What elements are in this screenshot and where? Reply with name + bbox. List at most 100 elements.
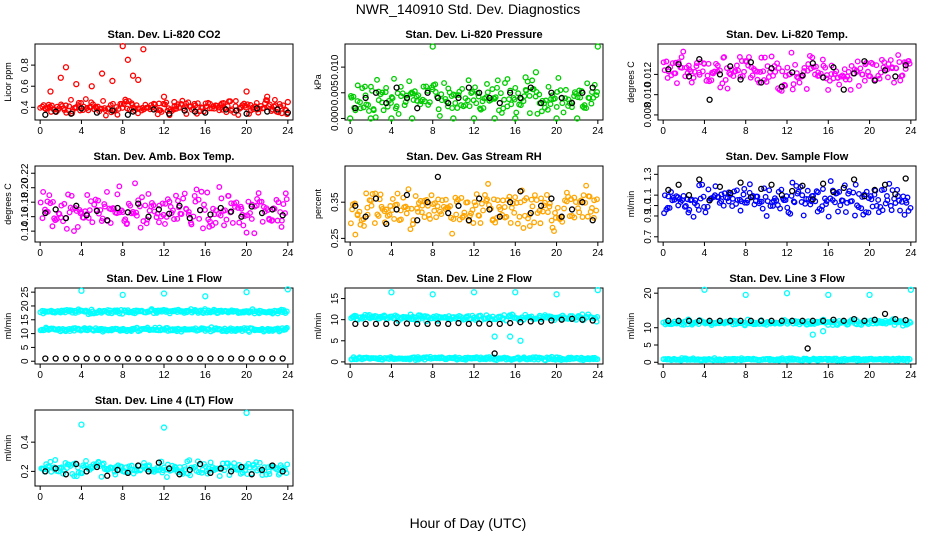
- data-point: [594, 286, 601, 294]
- band-point: [127, 202, 134, 209]
- reference-point: [685, 73, 693, 80]
- data-point: [135, 76, 142, 84]
- band-point: [680, 48, 687, 55]
- band-point: [674, 80, 680, 87]
- band-point: [471, 199, 478, 206]
- band-point: [790, 81, 797, 88]
- band-point: [768, 53, 775, 60]
- reference-point: [145, 468, 152, 475]
- reference-point: [589, 217, 596, 224]
- x-tick-label: 8: [430, 126, 436, 137]
- band-point: [357, 99, 363, 106]
- reference-point: [768, 181, 775, 188]
- band-point: [538, 195, 545, 202]
- band-point: [494, 197, 501, 204]
- band-point: [523, 87, 530, 94]
- band-point: [145, 191, 152, 197]
- band-point: [124, 220, 130, 227]
- band-point: [75, 99, 82, 106]
- panel-4: Stan. Dev. Amb. Box Temp. 0 4 8 12 16 20 24 0.14…: [3, 151, 294, 259]
- band-point: [759, 205, 766, 212]
- reference-point: [548, 89, 555, 96]
- reference-point: [506, 89, 514, 96]
- y-tick-label: 0.22: [20, 163, 31, 183]
- band-point: [711, 68, 718, 75]
- panel-1: Stan. Dev. Li-820 CO2 0 4 8 12 16 20 24 0.4 0.6 0.…: [3, 29, 294, 137]
- band-point: [371, 220, 378, 227]
- reference-point: [881, 67, 889, 74]
- reference-point: [424, 320, 431, 328]
- reference-point: [414, 217, 421, 224]
- reference-point: [207, 355, 214, 362]
- band-point: [693, 63, 700, 70]
- band-point: [207, 459, 214, 466]
- x-tick-label: 16: [823, 370, 835, 381]
- band-point: [799, 192, 806, 199]
- data-point: [388, 289, 395, 296]
- band-point: [489, 86, 496, 93]
- band-point: [702, 356, 709, 363]
- reference-point: [196, 355, 204, 362]
- reference-point: [716, 183, 724, 190]
- reference-point: [850, 70, 858, 77]
- band-point: [83, 457, 89, 464]
- y-tick-label: 0: [643, 359, 654, 365]
- reference-point: [383, 320, 390, 328]
- band-point: [704, 203, 711, 210]
- band-point: [685, 62, 692, 69]
- band-point: [553, 104, 560, 110]
- band-point: [858, 205, 865, 212]
- band-point: [40, 188, 47, 195]
- reference-point: [248, 355, 255, 362]
- reference-point: [517, 94, 524, 102]
- band-point: [114, 191, 121, 198]
- band-point: [545, 83, 552, 90]
- reference-point: [114, 355, 121, 362]
- reference-point: [352, 105, 359, 112]
- band-point: [195, 196, 202, 203]
- reference-point: [881, 181, 889, 188]
- reference-point: [243, 110, 250, 117]
- band-point: [594, 89, 601, 95]
- data-point: [512, 115, 519, 122]
- reference-point: [284, 109, 291, 116]
- data-point: [491, 333, 498, 340]
- y-axis-label: ml/min: [3, 313, 13, 340]
- reference-point: [685, 317, 693, 324]
- band-point: [216, 473, 223, 480]
- data-point: [57, 74, 64, 81]
- band-point: [410, 217, 417, 224]
- band-point: [584, 80, 591, 87]
- band-point: [837, 202, 844, 209]
- band-point: [855, 190, 862, 197]
- x-tick-label: 8: [120, 370, 126, 381]
- band-point: [857, 65, 864, 72]
- panel-5: Stan. Dev. Gas Stream RH 0 4 8 12 16 20 24 0.25 0…: [313, 151, 604, 259]
- band-point: [788, 49, 795, 56]
- band-point: [389, 196, 396, 202]
- band-point: [395, 111, 402, 117]
- band-point: [434, 93, 440, 100]
- band-point: [902, 65, 909, 72]
- reference-point: [279, 212, 286, 219]
- data-point: [284, 98, 291, 106]
- band-point: [725, 198, 732, 205]
- band-point: [807, 65, 814, 72]
- data-point: [160, 424, 168, 431]
- reference-point: [568, 315, 576, 322]
- reference-point: [42, 355, 49, 362]
- band-point: [475, 93, 482, 100]
- band-point: [499, 197, 506, 204]
- band-point: [449, 105, 456, 112]
- x-tick-label: 4: [389, 126, 395, 137]
- band-point: [754, 68, 761, 75]
- reference-point: [491, 350, 498, 357]
- reference-point: [93, 355, 101, 362]
- band-point: [893, 65, 900, 72]
- band-point: [455, 92, 462, 99]
- band-point: [842, 209, 849, 216]
- band-point: [875, 197, 882, 203]
- x-tick-label: 0: [37, 370, 43, 381]
- band-point: [169, 207, 176, 214]
- band-point: [156, 219, 162, 226]
